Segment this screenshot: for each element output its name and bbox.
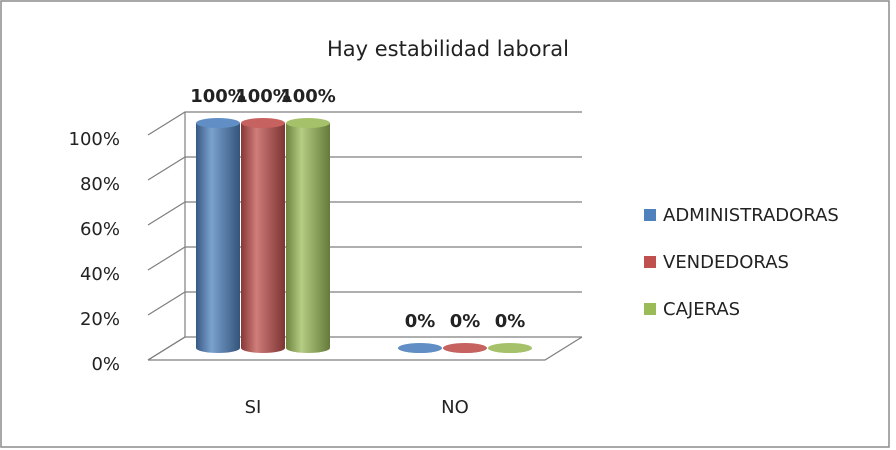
data-label: 0% — [495, 311, 526, 332]
legend-label: ADMINISTRADORAS — [663, 205, 839, 226]
x-tick-label: SI — [245, 397, 262, 418]
bar-top — [241, 118, 285, 128]
grid-line — [147, 201, 582, 226]
grid-line — [147, 111, 582, 136]
legend-swatch — [644, 256, 656, 268]
legend-swatch — [644, 209, 656, 221]
data-label: 100% — [280, 86, 336, 107]
y-tick-label: 20% — [80, 309, 120, 330]
legend-label: VENDEDORAS — [663, 252, 789, 273]
y-tick-label: 60% — [80, 219, 120, 240]
grid-line — [147, 156, 582, 181]
legend-swatch — [644, 303, 656, 315]
data-label: 100% — [190, 86, 246, 107]
bar-top — [398, 343, 442, 353]
bar-top — [443, 343, 487, 353]
chart-title: Hay estabilidad laboral — [327, 37, 569, 61]
grid-line — [147, 336, 582, 361]
grid-line — [147, 291, 582, 316]
bar-top — [286, 118, 330, 128]
data-label: 100% — [235, 86, 291, 107]
data-label: 0% — [450, 311, 481, 332]
bar — [286, 123, 330, 353]
y-tick-label: 40% — [80, 264, 120, 285]
y-tick-label: 80% — [80, 174, 120, 195]
bar-top — [488, 343, 532, 353]
floor — [148, 336, 583, 361]
bar-top — [196, 118, 240, 128]
x-tick-label: NO — [441, 397, 469, 418]
legend-label: CAJERAS — [663, 299, 740, 320]
data-label: 0% — [405, 311, 436, 332]
grid-line — [147, 246, 582, 271]
y-tick-label: 0% — [91, 354, 120, 375]
bar — [241, 123, 285, 353]
bar — [196, 123, 240, 353]
y-tick-label: 100% — [69, 129, 120, 150]
